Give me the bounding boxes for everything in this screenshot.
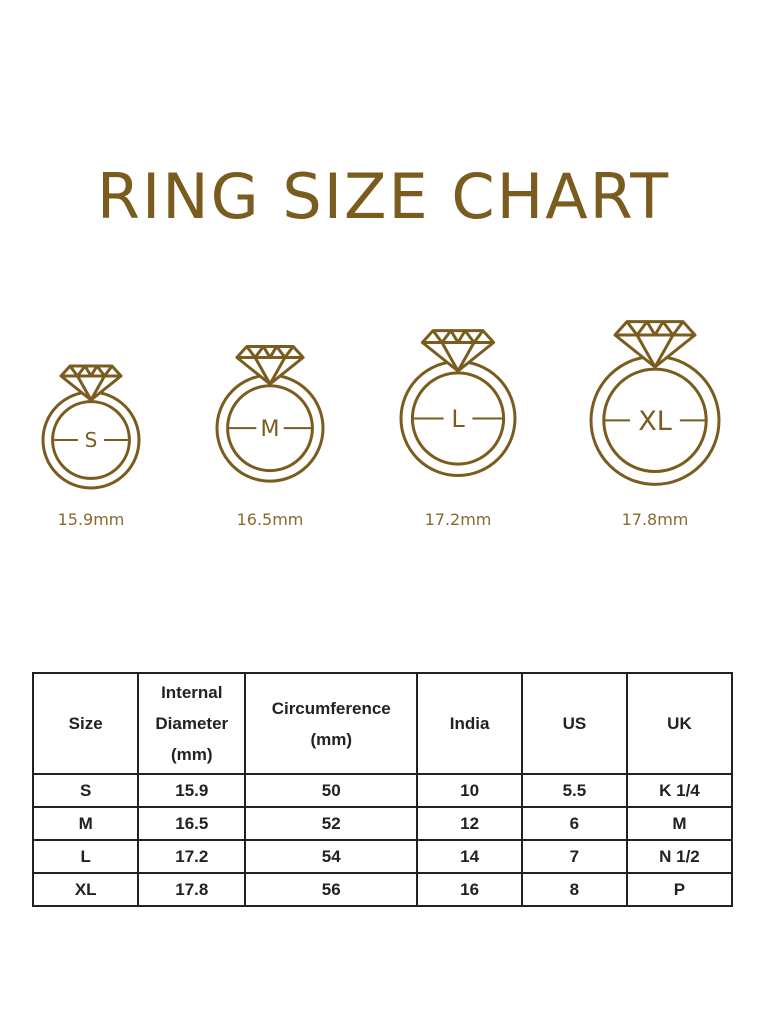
column-header: US [520, 672, 628, 775]
ring-size-label: S [85, 428, 98, 452]
column-header-line: US [562, 714, 587, 733]
diamond-icon [59, 364, 123, 402]
size-table: Size Internal Diameter (mm) Circumference (mm… [31, 672, 734, 907]
column-header: Circumference (mm) [244, 672, 419, 775]
table-cell: M [625, 806, 734, 841]
table-cell: K 1/4 [625, 773, 734, 808]
diamond-icon [613, 319, 697, 369]
diamond-icon [420, 328, 496, 372]
column-header: Size [31, 672, 140, 775]
ring-icon: M [215, 344, 325, 483]
table-cell: 16.5 [137, 806, 247, 841]
table-cell: 8 [520, 872, 628, 907]
table-cell: 14 [416, 839, 523, 874]
ring-m: M [212, 326, 328, 486]
ring-diameter-label: 17.8mm [621, 510, 689, 529]
table-cell: 50 [244, 773, 419, 808]
table-cell: 56 [244, 872, 419, 907]
ring-diameter-label: 17.2mm [424, 510, 492, 529]
ring-l: L [396, 309, 520, 481]
page-title: RING SIZE CHART [96, 160, 671, 233]
ring-icon: XL [589, 319, 721, 486]
table-cell: 6 [520, 806, 628, 841]
table-cell: 52 [244, 806, 419, 841]
ring-size-label: M [261, 417, 280, 442]
table-cell: P [625, 872, 734, 907]
column-header-line: Internal [161, 683, 223, 702]
ring-icon: L [399, 328, 517, 477]
column-header-line: India [449, 714, 490, 733]
column-header-line: Size [68, 714, 103, 733]
ring-xl: XL [586, 298, 724, 489]
table-cell: 17.2 [137, 839, 247, 874]
ring-size-label: L [451, 405, 465, 433]
table-cell: M [31, 806, 140, 841]
table-row: XL 17.8 56 16 8 P [31, 872, 734, 907]
table-cell: 7 [520, 839, 628, 874]
diamond-icon [235, 344, 305, 386]
column-header-line: Circumference [271, 698, 391, 718]
table-row: M 16.5 52 12 6 M [31, 806, 734, 841]
table-cell: XL [31, 872, 140, 907]
column-header-line: (mm) [171, 745, 213, 764]
table-cell: 16 [416, 872, 523, 907]
ring-diameter-label: 16.5mm [236, 510, 304, 529]
table-cell: 10 [416, 773, 523, 808]
column-header-line: (mm) [310, 729, 352, 749]
column-header-line: UK [667, 714, 692, 733]
table-header-row: Size Internal Diameter (mm) Circumference (mm… [31, 672, 734, 775]
table-row: S 15.9 50 10 5.5 K 1/4 [31, 773, 734, 808]
table-row: L 17.2 54 14 7 N 1/2 [31, 839, 734, 874]
table-cell: 15.9 [137, 773, 247, 808]
column-header: India [416, 672, 523, 775]
table-cell: 5.5 [520, 773, 628, 808]
table-cell: S [31, 773, 140, 808]
column-header-line: Diameter [155, 714, 229, 733]
table-cell: 54 [244, 839, 419, 874]
column-header: Internal Diameter (mm) [137, 672, 247, 775]
column-header: UK [625, 672, 734, 775]
table-cell: L [31, 839, 140, 874]
ring-icon: S [41, 364, 141, 490]
ring-diameter-label: 15.9mm [57, 510, 125, 529]
table-cell: 17.8 [137, 872, 247, 907]
ring-s: S [38, 347, 144, 493]
table-cell: N 1/2 [625, 839, 734, 874]
ring-size-label: XL [638, 406, 672, 437]
table-cell: 12 [416, 806, 523, 841]
